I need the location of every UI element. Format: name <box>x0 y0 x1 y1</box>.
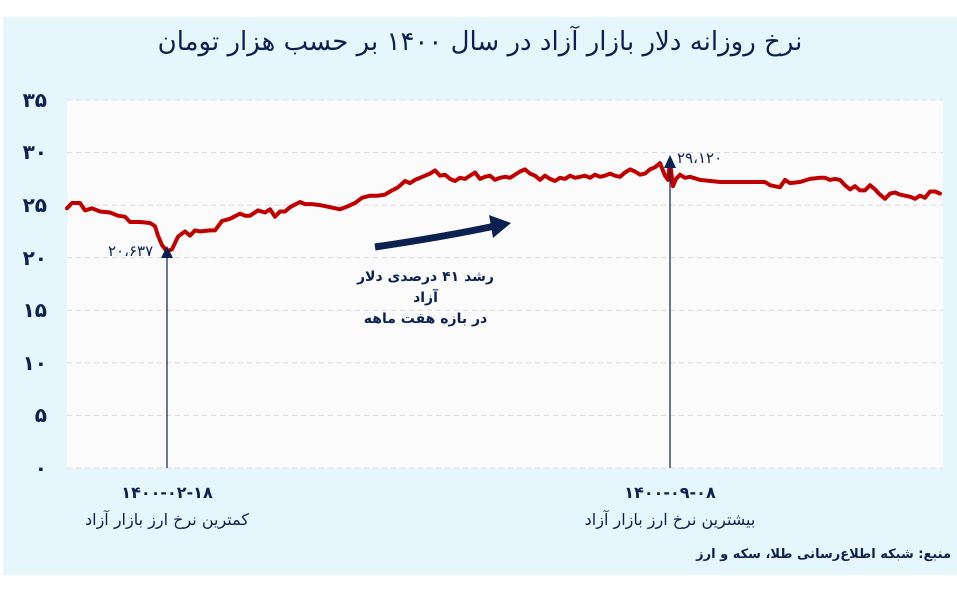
growth-note-line-1: رشد ۴۱ درصدی دلار آزاد <box>357 269 494 306</box>
growth-note: رشد ۴۱ درصدی دلار آزاد در بازه هفت ماهه <box>343 267 508 330</box>
max-x-label: ۱۴۰۰-۰۹-۰۸ بیشترین نرخ ارز بازار آزاد <box>570 483 770 529</box>
y-tick: ۱۵ <box>22 298 47 322</box>
line-chart <box>65 99 943 469</box>
max-marker-triangle-icon <box>664 155 676 168</box>
min-marker-triangle-icon <box>161 246 173 258</box>
dollar-rate-line <box>65 160 942 254</box>
max-label: بیشترین نرخ ارز بازار آزاد <box>584 510 756 529</box>
y-tick: ۲۵ <box>22 193 47 217</box>
min-x-label: ۱۴۰۰-۰۲-۱۸ کمترین نرخ ارز بازار آزاد <box>67 483 267 529</box>
y-tick: ۳۰ <box>22 140 47 164</box>
y-tick: ۳۵ <box>22 88 47 112</box>
max-date: ۱۴۰۰-۰۹-۰۸ <box>624 483 716 502</box>
chart-title: نرخ روزانه دلار بازار آزاد در سال ۱۴۰۰ ب… <box>157 27 803 57</box>
max-value-label: ۲۹،۱۲۰ <box>677 149 723 167</box>
growth-arrow-icon <box>374 222 496 251</box>
min-date: ۱۴۰۰-۰۲-۱۸ <box>121 483 213 502</box>
growth-arrow-head-icon <box>489 215 511 238</box>
source-note: منبع: شبکه اطلاع‌رسانی طلا، سکه و ارز <box>696 547 951 562</box>
growth-note-line-2: در بازه هفت ماهه <box>363 311 488 327</box>
min-label: کمترین نرخ ارز بازار آزاد <box>85 510 249 529</box>
plot-area <box>67 100 943 468</box>
y-tick: ۵ <box>34 403 47 427</box>
gridlines <box>67 99 943 469</box>
chart-panel: نرخ روزانه دلار بازار آزاد در سال ۱۴۰۰ ب… <box>3 17 957 575</box>
y-tick: ۲۰ <box>22 246 47 270</box>
y-tick: ۱۰ <box>22 351 47 375</box>
min-value-label: ۲۰،۶۳۷ <box>108 242 154 260</box>
y-tick: ۰ <box>34 456 47 480</box>
